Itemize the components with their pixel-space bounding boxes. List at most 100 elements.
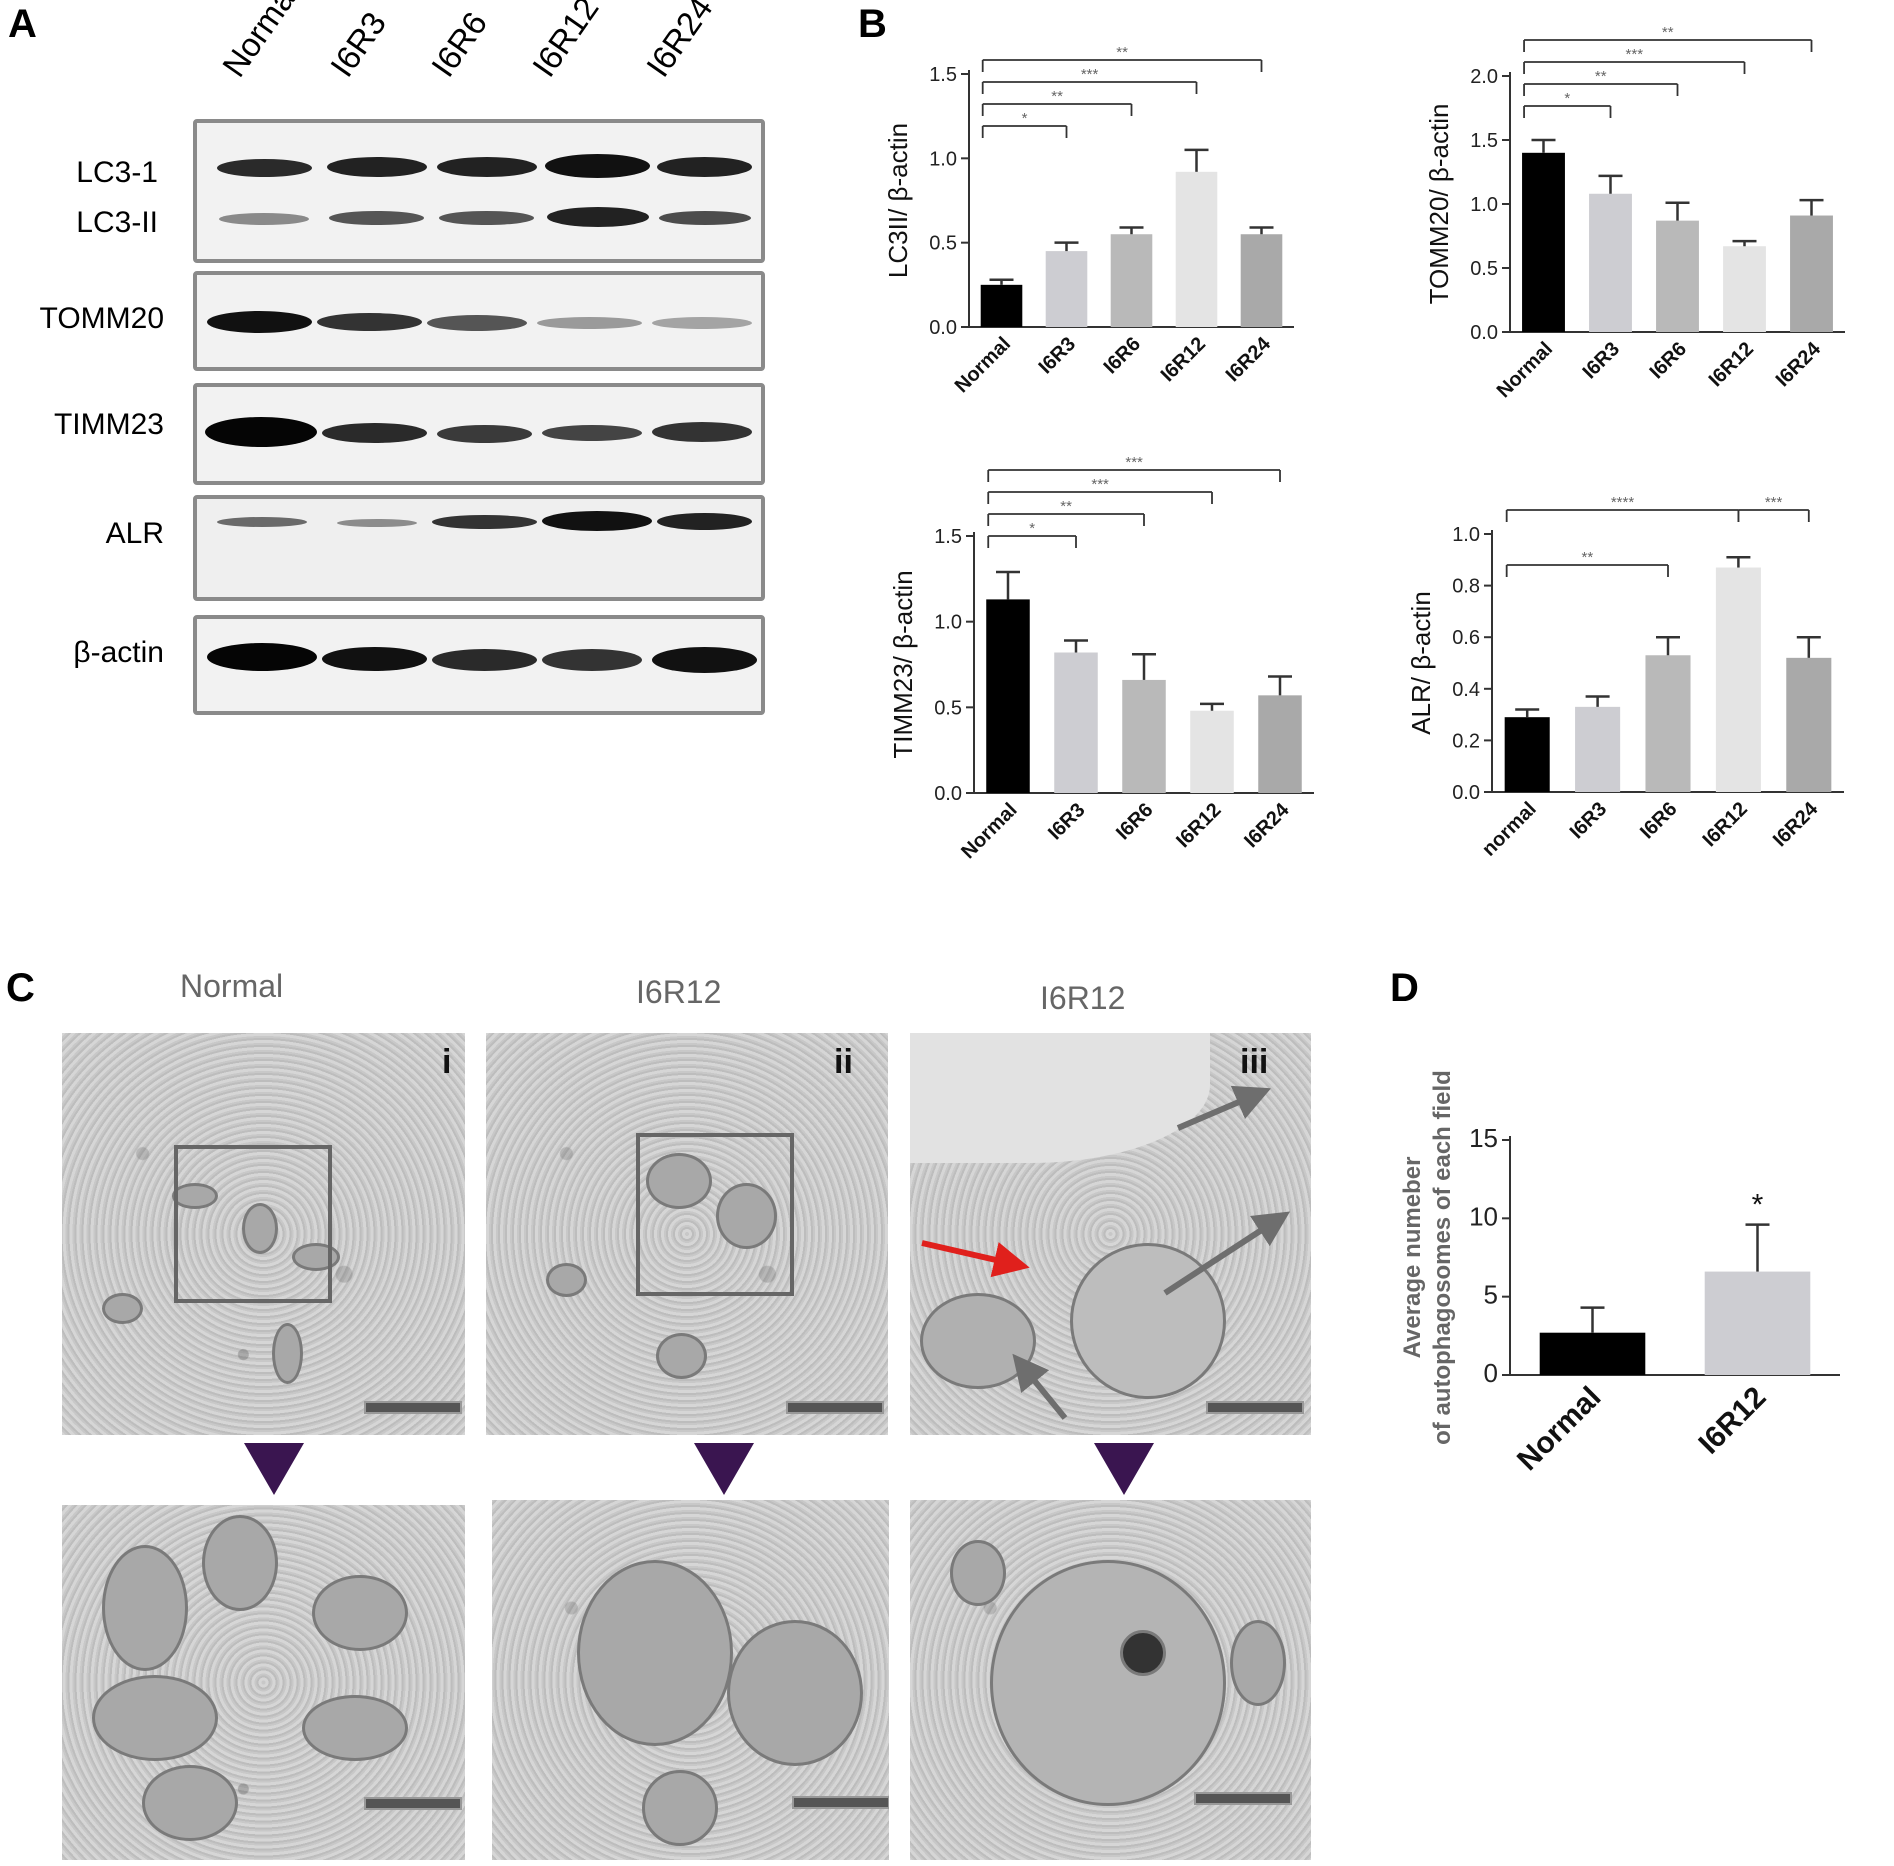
mitochondrion — [646, 1153, 712, 1209]
panel-letter-a: A — [8, 2, 37, 46]
mitochondrion — [242, 1203, 278, 1254]
mitochondrion — [716, 1183, 777, 1249]
bar — [1054, 652, 1098, 793]
significance-label: **** — [1611, 494, 1635, 511]
panel-letter-c: C — [6, 966, 35, 1010]
em-corner-label-iii: iii — [1240, 1043, 1269, 1081]
lane-label-i6r24: I6R24 — [638, 0, 720, 84]
band — [432, 649, 537, 671]
blot-lc3 — [193, 119, 765, 263]
scale-bar — [364, 1401, 462, 1414]
significance-label: ** — [1116, 44, 1128, 61]
chart-tomm20: 0.0 0.5 1.0 1.5 2.0 TOMM20/ β-actin Normal I6R3… — [1424, 24, 1845, 402]
mitochondrion — [642, 1770, 718, 1846]
band — [427, 315, 527, 331]
scale-bar — [364, 1797, 462, 1810]
zoom-marker-triangle — [244, 1443, 304, 1495]
x-tick-label: I6R12 — [1157, 333, 1210, 386]
band — [542, 511, 652, 531]
em-title-i6r12-iii: I6R12 — [1040, 980, 1126, 1016]
mitochondrion — [202, 1515, 278, 1611]
y-tick-label: 2.0 — [1470, 66, 1498, 88]
band — [652, 647, 757, 673]
y-tick-label: 1.0 — [1470, 194, 1498, 216]
em-image-normal-zoom — [62, 1505, 465, 1860]
red-arrow — [921, 1240, 1030, 1278]
em-title-normal: Normal — [180, 968, 284, 1004]
band — [217, 517, 307, 527]
bar — [1575, 706, 1621, 792]
y-tick-label: 10 — [1469, 1201, 1498, 1231]
em-image-i6r12-autophagosome-zoom — [910, 1500, 1311, 1860]
significance-label: *** — [1765, 494, 1783, 511]
x-tick-label: I6R6 — [1636, 798, 1681, 843]
band — [432, 515, 537, 529]
gray-arrow — [1163, 1211, 1291, 1296]
y-tick-label: 15 — [1469, 1123, 1498, 1153]
bar — [1110, 234, 1153, 327]
mitochondrion — [102, 1545, 188, 1671]
bar — [1504, 717, 1550, 792]
chart-lc3: 0.0 0.5 1.0 1.5 LC3II/ β-actin Normal I6R3 I6R6… — [883, 44, 1294, 397]
blot-alr — [193, 495, 765, 601]
bar — [1522, 152, 1565, 332]
mitochondrion — [142, 1765, 238, 1841]
bar — [1258, 695, 1302, 793]
significance-label: ** — [1060, 498, 1072, 515]
x-tick-label: I6R24 — [1769, 797, 1823, 851]
x-tick-label: I6R12 — [1172, 799, 1225, 852]
band — [547, 207, 649, 227]
mitochondrion — [292, 1243, 340, 1271]
significance-label: *** — [1081, 66, 1099, 83]
band — [437, 157, 537, 177]
significance-label: *** — [1091, 476, 1109, 493]
region-of-interest-box — [174, 1145, 332, 1303]
band — [207, 311, 312, 333]
panel-letter-d: D — [1390, 966, 1419, 1010]
em-image-normal-overview: i — [62, 1033, 465, 1435]
lane-label-i6r3: I6R3 — [322, 5, 394, 84]
blot-label-timm23: TIMM23 — [53, 408, 164, 441]
significance-label: ** — [1662, 24, 1674, 41]
y-tick-label: 1.5 — [934, 526, 962, 548]
y-axis-label: LC3II/ β-actin — [883, 123, 913, 278]
x-tick-label: I6R3 — [1579, 338, 1624, 383]
x-tick-label: I6R24 — [1240, 798, 1294, 852]
bar — [1645, 655, 1691, 792]
scale-bar — [1206, 1401, 1304, 1414]
x-tick-label: I6R12 — [1699, 798, 1752, 851]
y-tick-label: 5 — [1484, 1280, 1498, 1310]
x-tick-label: I6R6 — [1100, 333, 1145, 378]
y-tick-label: 0.5 — [1470, 258, 1498, 280]
scale-bar — [792, 1796, 889, 1809]
bar — [1122, 679, 1166, 793]
y-axis-label: TOMM20/ β-actin — [1424, 104, 1454, 305]
zoom-marker-triangle — [694, 1443, 754, 1495]
scale-bar — [1194, 1792, 1292, 1805]
lane-label-i6r12: I6R12 — [524, 0, 606, 84]
bar — [1704, 1271, 1811, 1375]
x-tick-label: Normal — [1493, 338, 1557, 402]
band — [439, 211, 534, 225]
x-tick-label: I6R12 — [1705, 338, 1758, 391]
band — [337, 519, 417, 527]
bar — [1786, 657, 1832, 792]
gray-arrow — [1176, 1085, 1272, 1131]
nucleus — [1070, 1243, 1226, 1399]
x-tick-label: I6R6 — [1112, 799, 1157, 844]
x-tick-label: I6R3 — [1044, 799, 1089, 844]
band — [329, 211, 424, 225]
y-tick-label: 1.5 — [929, 64, 957, 86]
mitochondrion — [92, 1675, 218, 1761]
y-tick-label: 0.0 — [934, 783, 962, 805]
x-tick-label: Normal — [957, 799, 1021, 863]
significance-label: * — [1022, 110, 1028, 127]
bar — [1539, 1332, 1646, 1375]
mitochondrion — [950, 1540, 1006, 1606]
band — [327, 157, 427, 177]
significance-label: *** — [1626, 46, 1644, 63]
bar — [986, 599, 1030, 793]
band — [542, 649, 642, 671]
band — [317, 313, 422, 331]
lane-label-normal: Normal — [214, 0, 307, 84]
